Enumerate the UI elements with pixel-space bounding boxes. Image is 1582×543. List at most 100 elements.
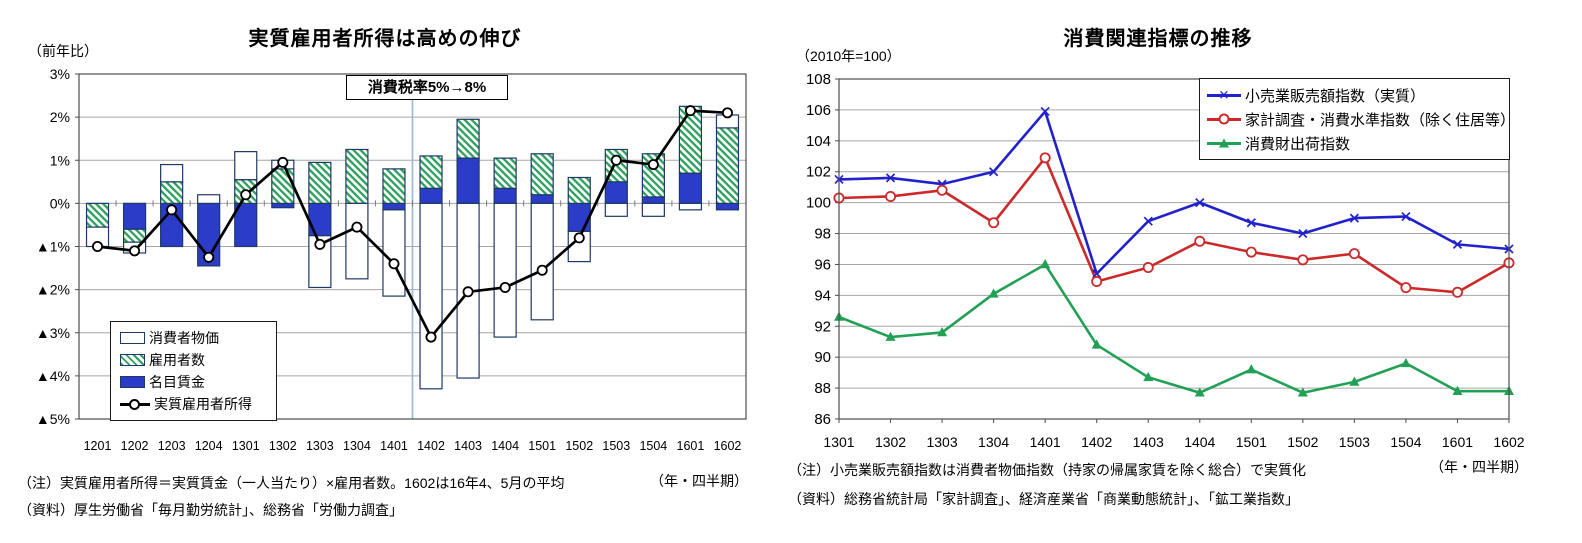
x-tick-label: 1303 bbox=[306, 439, 334, 453]
right-x-axis-note: （年・四半期） bbox=[1430, 459, 1528, 475]
left-footnote-1: （注）実質雇用者所得＝実質賃金（一人当たり）×雇用者数。1602は16年4、5月… bbox=[18, 475, 565, 491]
x-marker bbox=[1092, 269, 1102, 279]
right-footnote-2: （資料）総務省統計局「家計調査」、経済産業省「商業動態統計」、「鉱工業指数」 bbox=[788, 491, 1299, 507]
x-marker bbox=[1040, 106, 1050, 117]
plot-border bbox=[78, 73, 747, 420]
x-marker-icon: ✕ bbox=[1207, 88, 1241, 102]
bar-segment-雇用者数 bbox=[678, 105, 703, 174]
x-tick-label: 1403 bbox=[454, 439, 482, 453]
real-income-point bbox=[92, 240, 104, 252]
real-income-point bbox=[462, 286, 474, 298]
x-marker bbox=[989, 167, 999, 177]
circle-marker bbox=[988, 217, 1000, 229]
legend-item-consumer-goods-shipments: 消費財出荷指数 bbox=[1207, 131, 1509, 155]
circle-marker bbox=[1297, 254, 1309, 266]
bar-segment-雇用者数 bbox=[382, 168, 406, 204]
x-tick-label: 1301 bbox=[823, 434, 854, 450]
x-tick-label: 1402 bbox=[1081, 434, 1112, 450]
right-y-axis-unit-label: （2010年=100） bbox=[796, 48, 901, 64]
plot-border bbox=[838, 78, 1510, 420]
real-income-point bbox=[351, 221, 363, 233]
y-tick-label: 108 bbox=[806, 71, 831, 88]
right-chart-legend: ✕ 小売業販売額指数（実質） 家計調査・消費水準指数（除く住居等） 消費財出荷指… bbox=[1199, 78, 1515, 160]
bar-segment-雇用者数 bbox=[456, 118, 480, 159]
y-tick-label: 96 bbox=[814, 256, 831, 273]
legend-label: 実質雇用者所得 bbox=[154, 396, 252, 412]
y-tick-label: 86 bbox=[814, 411, 831, 428]
real-income-point bbox=[314, 238, 326, 250]
bar-segment-名目賃金 bbox=[382, 202, 406, 211]
legend-item-employees: 雇用者数 bbox=[120, 349, 276, 371]
x-tick-label: 1501 bbox=[528, 439, 556, 453]
right-footnote-1: （注）小売業販売額指数は消費者物価指数（持家の帰属家賃を除く総合）で実質化 bbox=[788, 462, 1306, 478]
circle-marker bbox=[936, 184, 948, 196]
triangle-marker bbox=[1040, 259, 1051, 269]
x-tick-label: 1602 bbox=[1493, 434, 1524, 450]
real-income-point bbox=[203, 251, 215, 263]
real-income-point bbox=[388, 258, 400, 270]
real-income-point bbox=[610, 154, 622, 166]
x-tick-label: 1601 bbox=[1442, 434, 1473, 450]
bar-segment-名目賃金 bbox=[122, 202, 147, 230]
x-tick-label: 1401 bbox=[1030, 434, 1061, 450]
x-tick-label: 1304 bbox=[978, 434, 1009, 450]
employment-income-chart: （前年比） 実質雇用者所得は高めの伸び 3% 2% 1% 0% ▲1% ▲2% ▲3% ▲4%… bbox=[0, 0, 770, 543]
y-tick-label: 102 bbox=[806, 164, 831, 181]
x-marker bbox=[1246, 218, 1256, 228]
bar-segment-消費者物価 bbox=[678, 202, 703, 211]
right-chart-title: 消費関連指標の推移 bbox=[1063, 28, 1253, 50]
real-income-point bbox=[684, 105, 696, 117]
series-line-家計調査・消費水準指数（除く住居等） bbox=[838, 156, 1510, 294]
triangle-marker bbox=[937, 327, 948, 337]
y-tick-label: 88 bbox=[814, 380, 831, 397]
circle-marker bbox=[1451, 286, 1463, 298]
y-tick-label: 98 bbox=[814, 226, 831, 243]
y-tick-label: ▲1% bbox=[36, 239, 70, 255]
x-marker bbox=[1349, 213, 1359, 223]
circle-marker bbox=[1245, 246, 1257, 258]
bar-segment-名目賃金 bbox=[567, 202, 591, 233]
bar-segment-消費者物価 bbox=[382, 209, 406, 297]
bar-segment-消費者物価 bbox=[345, 202, 369, 280]
triangle-marker bbox=[1349, 376, 1360, 386]
y-tick-label: 3% bbox=[50, 66, 70, 82]
x-tick-label: 1601 bbox=[677, 439, 705, 453]
line-marker-icon bbox=[120, 398, 150, 411]
legend-label: 雇用者数 bbox=[149, 352, 205, 368]
left-y-axis-unit-label: （前年比） bbox=[28, 43, 98, 59]
circle-marker bbox=[1142, 262, 1154, 274]
legend-label: 消費財出荷指数 bbox=[1245, 135, 1351, 153]
circle-marker bbox=[1194, 235, 1206, 247]
x-tick-label: 1504 bbox=[639, 439, 667, 453]
x-tick-label: 1503 bbox=[602, 439, 630, 453]
bar-segment-消費者物価 bbox=[604, 202, 628, 217]
right-chart-plot: 108 106 104 102 100 98 96 94 92 90 88 86 1301 1302 130… bbox=[806, 71, 1525, 450]
circle-marker bbox=[1039, 152, 1051, 164]
triangle-marker bbox=[1400, 357, 1411, 368]
triangle-marker bbox=[988, 288, 999, 298]
legend-label: 名目賃金 bbox=[149, 374, 205, 390]
bar-segment-雇用者数 bbox=[530, 153, 554, 196]
x-marker bbox=[1401, 211, 1411, 222]
series-line-小売業販売額指数（実質） bbox=[838, 110, 1510, 276]
y-tick-label: 90 bbox=[814, 349, 831, 366]
bar-segment-名目賃金 bbox=[308, 202, 332, 237]
bar-segment-雇用者数 bbox=[345, 148, 369, 204]
tax-rate-annotation: 消費税率5%→8% bbox=[346, 75, 508, 100]
x-marker bbox=[1452, 239, 1463, 249]
y-tick-label: 106 bbox=[806, 102, 831, 119]
x-tick-label: 1303 bbox=[926, 434, 957, 450]
bar-segment-雇用者数 bbox=[419, 155, 443, 189]
bar-segment-雇用者数 bbox=[85, 202, 110, 228]
real-income-point bbox=[647, 159, 659, 171]
x-tick-label: 1402 bbox=[417, 439, 445, 453]
real-income-point bbox=[499, 281, 511, 293]
bar-segment-名目賃金 bbox=[530, 194, 554, 204]
real-income-point bbox=[166, 204, 178, 216]
x-tick-label: 1503 bbox=[1339, 434, 1370, 450]
x-tick-label: 1202 bbox=[121, 439, 149, 453]
y-tick-label: 1% bbox=[50, 152, 70, 168]
triangle-marker bbox=[1297, 387, 1308, 397]
real-income-point bbox=[573, 232, 585, 244]
